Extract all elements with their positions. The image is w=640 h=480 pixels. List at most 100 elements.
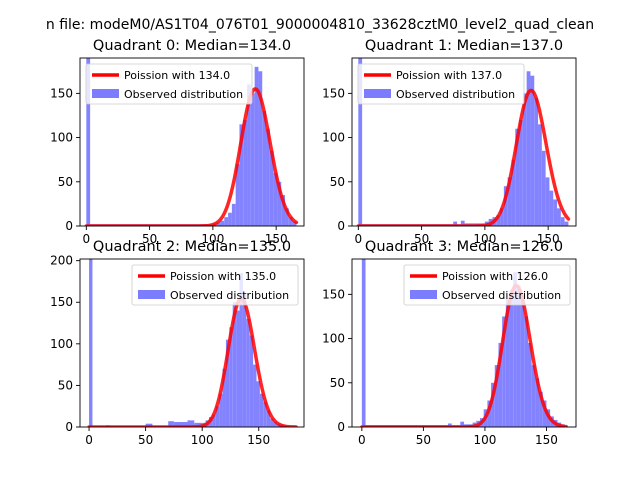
histogram-bar [168, 421, 174, 427]
histogram-bar [273, 172, 278, 226]
legend: Poission with 137.0 Observed distribution [357, 63, 525, 105]
histogram-bar [266, 128, 270, 226]
histogram-bar [505, 298, 510, 427]
histogram-bar [513, 272, 517, 427]
x-tick-label: 100 [191, 433, 214, 447]
y-tick-label: 0 [65, 420, 73, 434]
x-tick-label: 50 [414, 232, 429, 246]
histogram-bar [173, 422, 188, 427]
histogram-bar [503, 186, 508, 226]
histogram-bars [86, 58, 297, 226]
histogram-bar [243, 119, 248, 226]
histogram-bar [494, 365, 499, 427]
histogram-bar [534, 97, 539, 226]
histogram-bar [262, 111, 267, 226]
legend-label-observed: Observed distribution [124, 88, 243, 101]
histogram-bar [259, 393, 264, 427]
legend-bar-swatch [364, 89, 391, 98]
x-tick-label: 0 [358, 433, 366, 447]
y-tick-label: 100 [322, 332, 345, 346]
histogram-bar [266, 410, 271, 427]
histogram-bar [539, 391, 543, 427]
histogram-bar [541, 150, 546, 226]
histogram-bar [249, 335, 254, 427]
x-tick-label: 50 [142, 232, 157, 246]
histogram-bar [524, 316, 528, 427]
histogram-bar [549, 190, 554, 226]
histogram-bar [526, 71, 531, 226]
histogram-bar [263, 402, 267, 427]
histogram-bar [224, 217, 229, 226]
legend: Poission with 134.0 Observed distribution [85, 63, 253, 105]
x-tick-label: 0 [83, 232, 91, 246]
legend-box [357, 63, 525, 105]
legend-box [131, 264, 299, 306]
chart-title: Quadrant 1: Median=137.0 [365, 38, 563, 54]
histogram-bar [222, 368, 226, 427]
histogram-bar [270, 418, 274, 427]
histogram-bar [516, 285, 521, 427]
x-tick-label: 150 [537, 232, 560, 246]
x-tick-label: 50 [138, 433, 153, 447]
histogram-bar [522, 93, 527, 226]
histogram-bar [507, 177, 512, 226]
legend-box [403, 264, 571, 306]
y-tick-label: 50 [58, 175, 73, 189]
histogram-bar [212, 414, 216, 427]
histogram-bar [361, 259, 366, 427]
histogram-bar [542, 400, 547, 427]
chart-title: Quadrant 2: Median=135.0 [93, 239, 291, 255]
x-tick-label: 0 [85, 433, 93, 447]
histogram-bar [460, 421, 464, 427]
histogram-bar [236, 310, 240, 427]
legend-bar-swatch [410, 290, 437, 299]
histogram-bar [269, 150, 274, 226]
histogram-bar [553, 199, 558, 226]
histogram-bar [225, 339, 230, 427]
histogram-bar [250, 93, 255, 226]
legend-label-poisson: Poission with 134.0 [124, 69, 230, 82]
histogram-bar [89, 259, 93, 427]
histogram-bar [281, 195, 286, 226]
x-tick-label: 100 [473, 433, 496, 447]
histogram-bar [256, 381, 260, 427]
histogram-bar [515, 128, 520, 226]
histogram-bar [560, 217, 565, 226]
y-tick-label: 100 [322, 131, 345, 145]
legend-label-observed: Observed distribution [396, 88, 515, 101]
y-tick-label: 50 [330, 175, 345, 189]
chart-quadrant-3: Quadrant 3: Median=126.0 0 50 100 150 0 50 100 1… [322, 239, 577, 447]
histogram-bar [232, 302, 237, 427]
y-tick-label: 150 [50, 295, 73, 309]
legend-label-observed: Observed distribution [170, 289, 289, 302]
histogram-bar [511, 159, 516, 226]
histogram-bar [86, 58, 91, 226]
histogram-bar [358, 58, 363, 226]
histogram-bar [239, 273, 243, 427]
legend-bar-swatch [138, 290, 165, 299]
histogram-bar [273, 422, 277, 427]
histogram-bar [487, 400, 492, 427]
chart-quadrant-2: Quadrant 2: Median=135.0 0 50 100 150 0 50 100 1… [50, 239, 305, 447]
chart-title: Quadrant 0: Median=134.0 [93, 38, 291, 54]
histogram-bar [215, 406, 220, 427]
histogram-bar [246, 318, 250, 427]
y-tick-label: 100 [50, 131, 73, 145]
histogram-bar [448, 423, 452, 427]
histogram-bar [285, 208, 289, 226]
legend: Poission with 126.0 Observed distribution [403, 264, 571, 306]
histogram-bar [531, 365, 536, 427]
x-tick-label: 100 [201, 232, 224, 246]
legend-label-poisson: Poission with 135.0 [170, 270, 276, 283]
legend-bar-swatch [92, 89, 119, 98]
y-tick-label: 100 [50, 337, 73, 351]
histogram-bar [220, 220, 225, 226]
histogram-bar [219, 393, 223, 427]
histogram-bars [358, 58, 569, 226]
histogram-bar [187, 420, 195, 427]
histogram-bar [545, 177, 550, 226]
y-tick-label: 150 [322, 86, 345, 100]
histogram-bar [288, 217, 293, 226]
